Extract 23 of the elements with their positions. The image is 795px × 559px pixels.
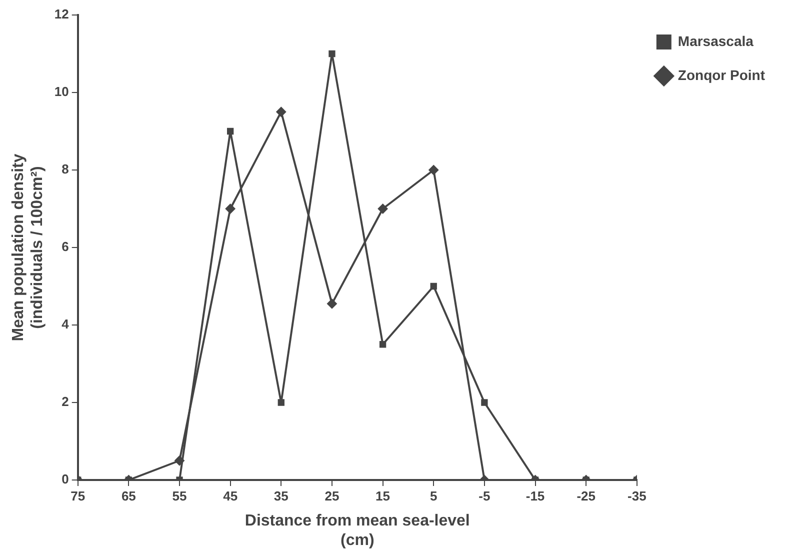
y-tick-label: 12 [54, 6, 69, 22]
x-tick-label: 15 [376, 488, 390, 504]
legend-label: Zonqor Point [678, 66, 766, 83]
y-tick-label: 4 [62, 316, 70, 332]
y-tick-label: 10 [54, 84, 69, 100]
y-axis-title: Mean population density (individuals / 100cm²) [10, 154, 46, 342]
x-tick-label: -25 [576, 488, 596, 504]
x-tick-label: 5 [430, 488, 438, 504]
y-tick-label: 2 [62, 394, 69, 410]
x-tick-label: 55 [172, 488, 187, 504]
x-tick-label: 65 [121, 488, 136, 504]
y-tick-label: 8 [62, 162, 69, 177]
x-tick-label: 35 [274, 488, 288, 504]
x-tick-label: -5 [478, 488, 490, 504]
y-tick-label: 6 [62, 239, 69, 254]
x-tick-label: -35 [628, 488, 646, 504]
y-tick-label: 0 [62, 472, 69, 487]
legend-label: Marsascala [678, 32, 754, 49]
x-tick-label: 25 [324, 488, 340, 504]
x-tick-label: 45 [223, 488, 238, 504]
x-axis-title: Distance from mean sea-level (cm) [244, 512, 470, 549]
x-tick-label: -15 [526, 488, 545, 504]
x-tick-label: 75 [70, 488, 86, 504]
